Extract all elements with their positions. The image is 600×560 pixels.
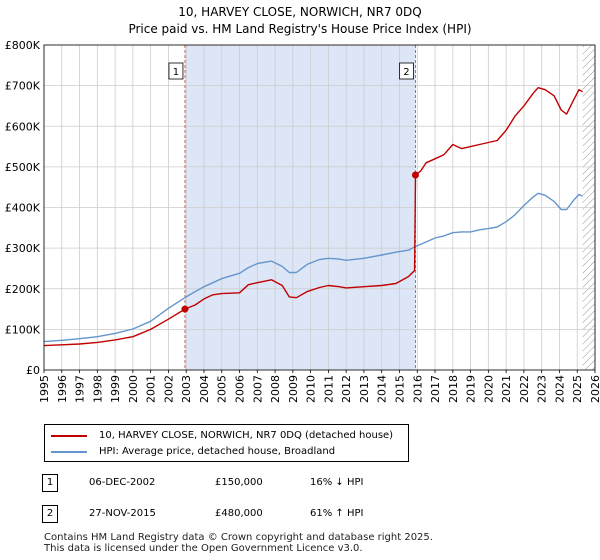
sale-date: 06-DEC-2002 [89, 477, 156, 488]
sale-label-text: 1 [173, 67, 179, 78]
x-tick-label: 2017 [429, 375, 442, 403]
x-tick-label: 2001 [145, 375, 158, 403]
footer-copyright: Contains HM Land Registry data © Crown c… [44, 532, 433, 543]
x-tick-label: 2000 [127, 375, 140, 403]
sale-point [181, 305, 189, 313]
y-tick-label: £700K [5, 80, 41, 93]
hpi-line [43, 192, 583, 343]
x-tick-label: 2006 [234, 375, 247, 403]
sale-point [411, 171, 419, 179]
x-tick-label: 2018 [447, 375, 460, 403]
legend-swatch-hpi [51, 451, 87, 453]
x-tick-label: 2004 [198, 375, 211, 403]
sale-number-badge: 2 [42, 505, 58, 523]
x-tick-label: 2008 [269, 375, 282, 403]
legend-label-hpi: HPI: Average price, detached house, Broa… [99, 446, 336, 457]
x-tick-label: 2026 [589, 375, 600, 403]
sale-date: 27-NOV-2015 [89, 508, 156, 519]
x-tick-label: 2021 [500, 375, 513, 403]
y-tick-label: £500K [5, 161, 41, 174]
sale-price: £480,000 [215, 508, 263, 519]
sale-label-text: 2 [403, 67, 409, 78]
x-tick-label: 2011 [322, 375, 335, 403]
x-tick-label: 2022 [518, 375, 531, 403]
sale-number-badge: 1 [42, 474, 58, 492]
sale-label-box [168, 62, 184, 80]
chart-subtitle: Price paid vs. HM Land Registry's House … [128, 22, 472, 36]
x-tick-label: 2010 [305, 375, 318, 403]
x-tick-label: 2019 [465, 375, 478, 403]
legend-label-property: 10, HARVEY CLOSE, NORWICH, NR7 0DQ (deta… [99, 430, 394, 441]
price-chart: £0 £100K £200K £300K £400K £500K £600K £700K £80… [5, 39, 600, 403]
x-tick-label: 2025 [571, 375, 584, 403]
y-tick-label: £100K [5, 323, 41, 336]
x-tick-label: 2015 [393, 375, 406, 403]
x-tick-label: 2002 [162, 375, 175, 403]
y-tick-label: £400K [5, 202, 41, 215]
sale-price: £150,000 [215, 477, 263, 488]
x-tick-label: 2013 [358, 375, 371, 403]
x-tick-label: 2012 [340, 375, 353, 403]
x-tick-label: 2014 [376, 375, 389, 403]
y-tick-label: £300K [5, 242, 41, 255]
sale-hpi-change: 16% ↓ HPI [310, 477, 364, 488]
x-tick-label: 2020 [482, 375, 495, 403]
y-tick-label: £200K [5, 283, 41, 296]
y-tick-label: £600K [5, 120, 41, 133]
x-tick-label: 2023 [536, 375, 549, 403]
property-price-line [43, 86, 583, 347]
plot-frame [43, 44, 596, 371]
x-tick-label: 2005 [216, 375, 229, 403]
chart-title: 10, HARVEY CLOSE, NORWICH, NR7 0DQ [178, 5, 422, 19]
legend: 10, HARVEY CLOSE, NORWICH, NR7 0DQ (deta… [44, 424, 409, 462]
x-tick-label: 1997 [74, 375, 87, 403]
x-tick-label: 2007 [251, 375, 264, 403]
y-tick-label: £0 [26, 364, 40, 377]
x-tick-label: 1998 [91, 375, 104, 403]
footer-licence: This data is licensed under the Open Gov… [44, 543, 363, 554]
x-tick-label: 2009 [287, 375, 300, 403]
x-tick-label: 1996 [56, 375, 69, 403]
x-tick-label: 1999 [109, 375, 122, 403]
x-tick-label: 2016 [411, 375, 424, 403]
sale-hpi-change: 61% ↑ HPI [310, 508, 364, 519]
x-tick-label: 1995 [38, 375, 51, 403]
legend-swatch-property [51, 435, 87, 437]
sale-label-box [399, 62, 414, 80]
x-tick-label: 2003 [180, 375, 193, 403]
x-tick-label: 2024 [553, 375, 566, 403]
y-tick-label: £800K [5, 39, 41, 52]
